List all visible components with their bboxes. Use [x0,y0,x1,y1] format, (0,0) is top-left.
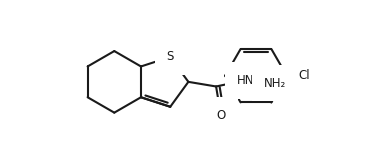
Text: NH₂: NH₂ [264,77,287,90]
Text: O: O [217,109,226,122]
Text: Cl: Cl [298,69,310,82]
Text: HN: HN [237,74,254,87]
Text: S: S [166,50,174,63]
